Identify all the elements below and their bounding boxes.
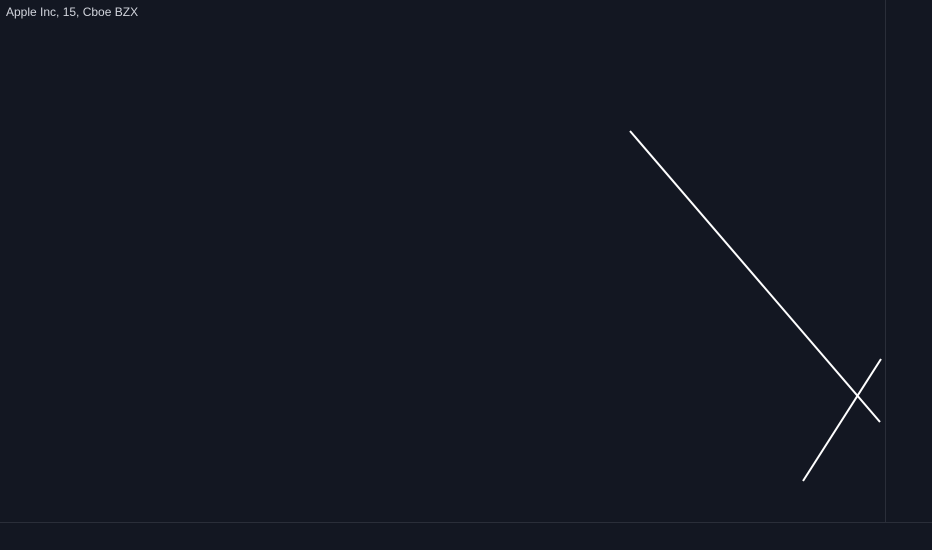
chart-title: Apple Inc, 15, Cboe BZX	[6, 5, 138, 19]
trend-line[interactable]	[802, 358, 882, 482]
trend-lines[interactable]	[629, 130, 882, 482]
trend-line[interactable]	[629, 130, 881, 423]
